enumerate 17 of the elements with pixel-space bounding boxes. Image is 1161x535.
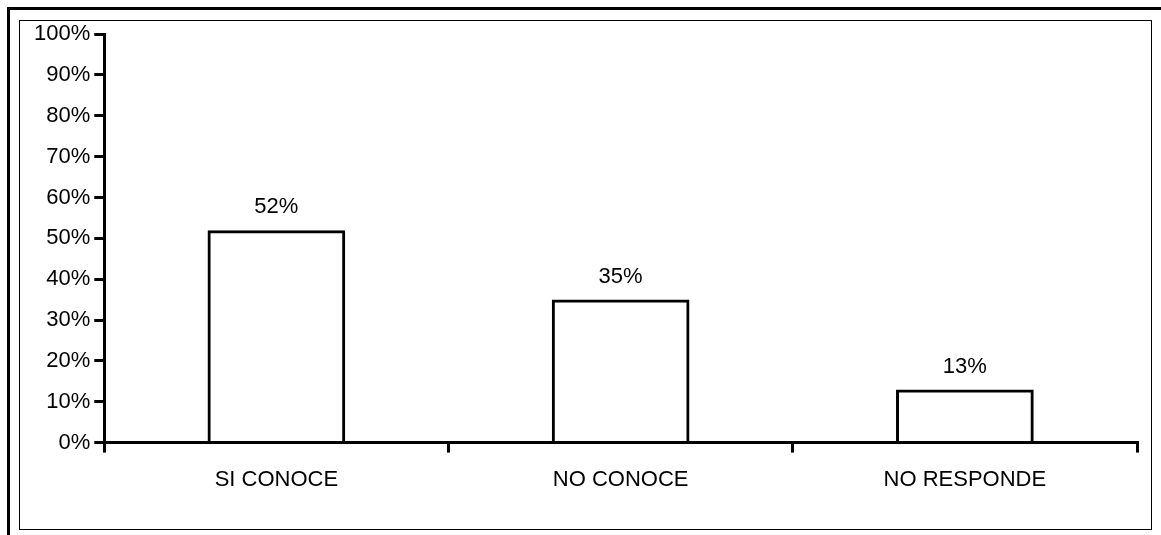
y-tick-label: 0%	[58, 428, 91, 454]
data-label: 35%	[598, 262, 643, 288]
y-tick-label: 20%	[46, 346, 91, 372]
y-tick-label: 100%	[33, 20, 91, 46]
y-tick-label: 40%	[46, 265, 91, 291]
y-tick-label: 90%	[46, 60, 91, 86]
y-tick-label: 60%	[46, 183, 91, 209]
y-tick-label: 50%	[46, 224, 91, 250]
x-tick-label: SI CONOCE	[214, 465, 339, 491]
y-tick-label: 70%	[46, 142, 91, 168]
y-tick-label: 80%	[46, 101, 91, 127]
data-label: 13%	[942, 352, 987, 378]
x-tick-label: NO RESPONDE	[883, 465, 1047, 491]
data-label: 52%	[254, 193, 299, 219]
y-tick-label: 10%	[46, 387, 91, 413]
x-tick-label: NO CONOCE	[552, 465, 689, 491]
y-tick-label: 30%	[46, 306, 91, 332]
